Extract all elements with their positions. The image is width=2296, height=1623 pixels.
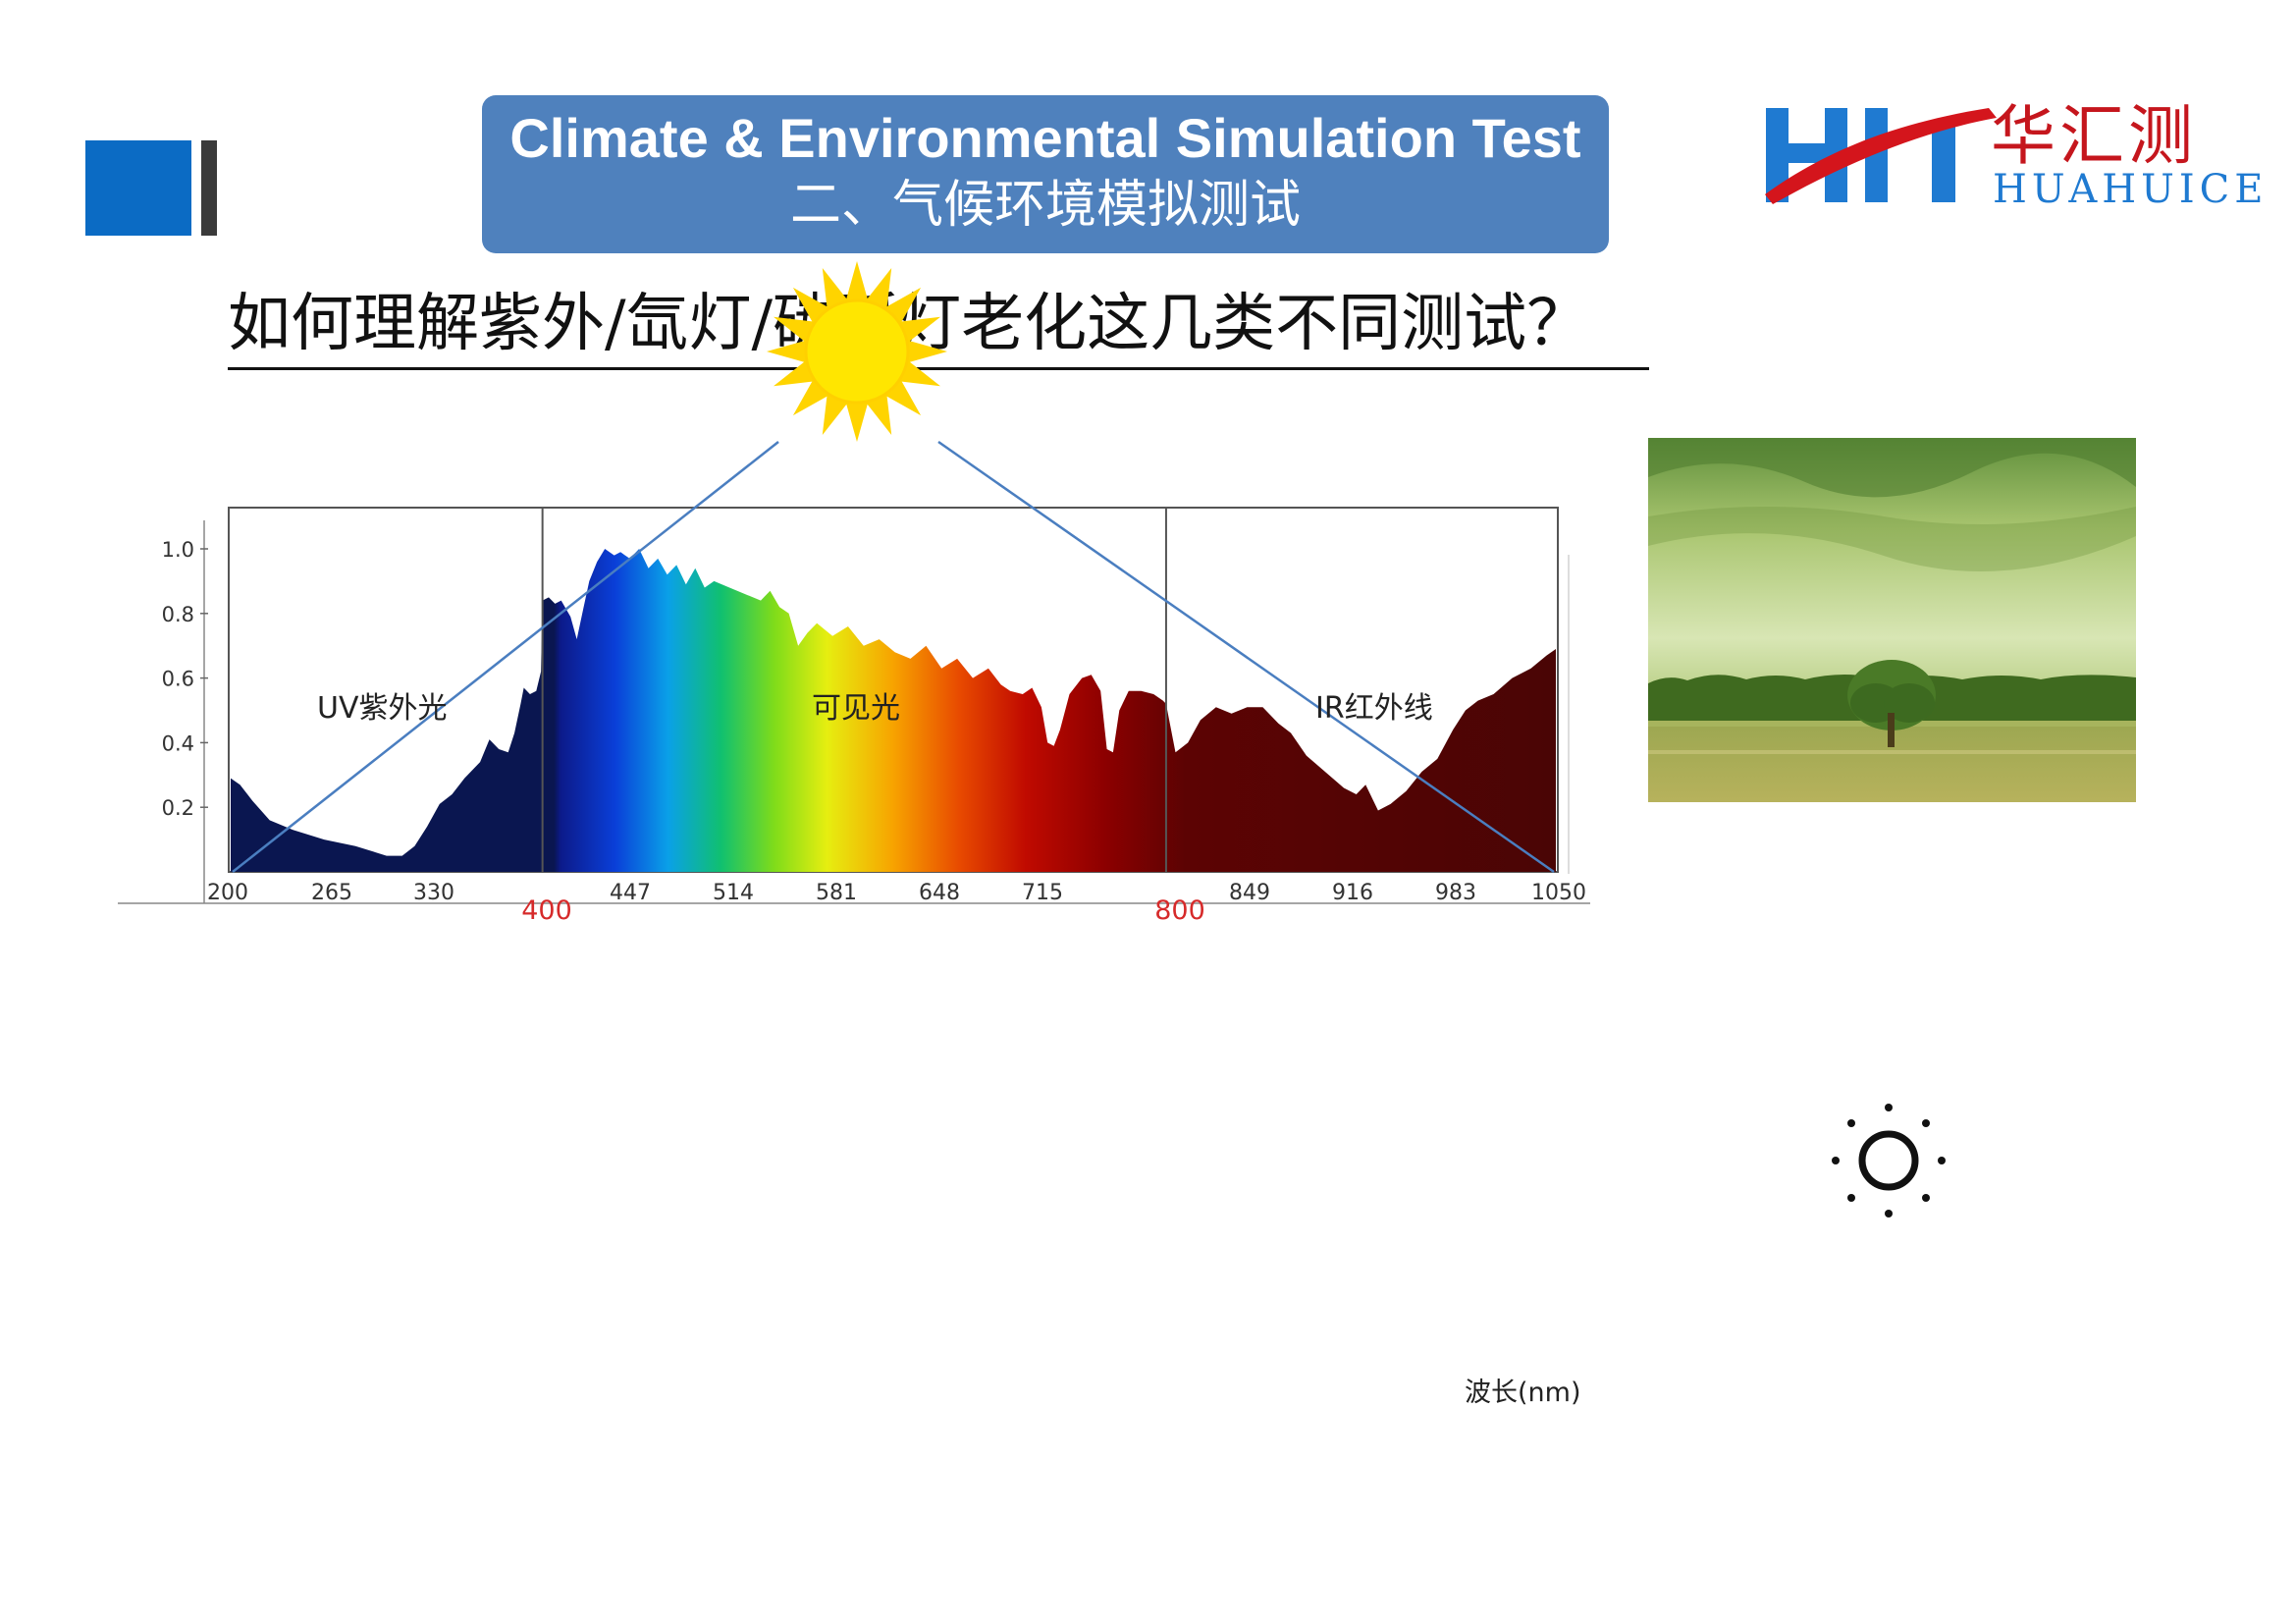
x-tick-label-highlight: 800 bbox=[1154, 895, 1205, 926]
sun-ray-left bbox=[232, 441, 779, 873]
x-tick-label: 916 bbox=[1332, 881, 1373, 905]
logo-text-zh: 华汇测 bbox=[1991, 98, 2197, 174]
y-tick-label: 1.0 bbox=[162, 538, 194, 562]
x-tick-label: 200 bbox=[207, 881, 248, 905]
region-label-ir: IR红外线 bbox=[1315, 691, 1433, 726]
x-tick-label: 648 bbox=[919, 881, 960, 905]
sun-disc bbox=[804, 298, 910, 405]
question-heading: 如何理解紫外/氙灯/碳弧灯老化这几类不同测试？ bbox=[228, 285, 1649, 370]
page-title-zh: 二、气候环境模拟测试 bbox=[789, 176, 1301, 235]
logo-text-en: HUAHUICE bbox=[1993, 167, 2269, 212]
x-tick-label: 514 bbox=[713, 881, 754, 905]
x-axis-ticks: 200 265 330 400 447 514 581 648 715 800 849 916 983 1… bbox=[207, 881, 1586, 926]
spectrum-chart: 1.0 0.8 0.6 0.4 0.2 200 265 330 400 447 514 581 648… bbox=[118, 261, 1620, 1424]
spectrum-area bbox=[231, 549, 1556, 872]
region-label-visible: 可见光 bbox=[812, 691, 900, 726]
region-dividers bbox=[541, 508, 1167, 872]
x-axis-label: 波长(nm) bbox=[1465, 1378, 1581, 1408]
y-tick-label: 0.6 bbox=[162, 668, 194, 691]
x-tick-label: 849 bbox=[1229, 881, 1270, 905]
y-tick-label: 0.4 bbox=[162, 731, 194, 755]
landscape-photo bbox=[1648, 438, 2136, 802]
x-tick-label: 983 bbox=[1435, 881, 1476, 905]
x-tick-label: 447 bbox=[610, 881, 651, 905]
header-banner: Climate & Environmental Simulation Test … bbox=[482, 95, 1609, 253]
x-tick-label: 265 bbox=[311, 881, 352, 905]
y-tick-label: 0.2 bbox=[162, 796, 194, 820]
brightness-icon bbox=[1832, 1104, 1946, 1217]
brand-block-gray bbox=[201, 140, 217, 236]
sun-ray-right bbox=[937, 440, 1555, 874]
x-tick-label-highlight: 400 bbox=[521, 895, 572, 926]
chart-svg: 1.0 0.8 0.6 0.4 0.2 200 265 330 400 447 514 581 648… bbox=[118, 261, 1590, 926]
chart-area bbox=[231, 549, 1556, 872]
brand-block-blue bbox=[85, 140, 191, 236]
page-title-en: Climate & Environmental Simulation Test bbox=[509, 107, 1581, 169]
y-axis-ticks: 1.0 0.8 0.6 0.4 0.2 bbox=[162, 538, 208, 820]
logo-mark-icon bbox=[1765, 108, 1997, 204]
sun-icon bbox=[767, 261, 947, 442]
company-logo bbox=[1763, 94, 2240, 212]
sun-rays bbox=[232, 440, 1555, 874]
x-tick-label: 581 bbox=[816, 881, 857, 905]
region-label-uv: UV紫外光 bbox=[317, 691, 448, 726]
y-tick-label: 0.8 bbox=[162, 603, 194, 626]
x-tick-label: 330 bbox=[413, 881, 454, 905]
x-tick-label: 715 bbox=[1022, 881, 1063, 905]
x-tick-label: 1050 bbox=[1531, 881, 1586, 905]
